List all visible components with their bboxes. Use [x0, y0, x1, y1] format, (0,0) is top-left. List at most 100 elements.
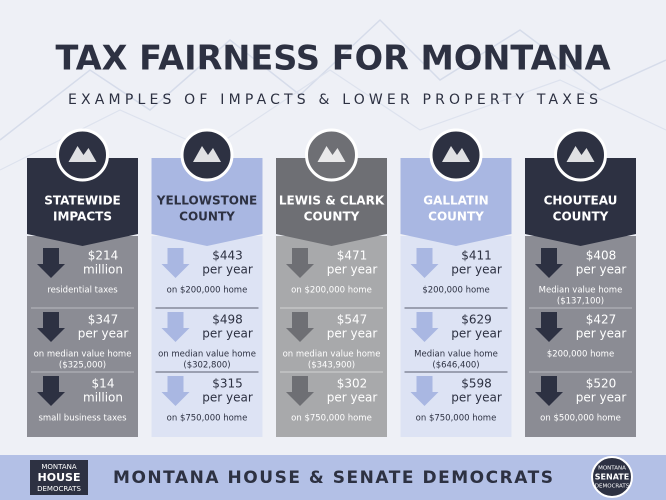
- down-arrow: [286, 312, 314, 342]
- mountain-lines: [0, 69, 666, 171]
- down-arrow: [535, 248, 563, 278]
- right-logo-text: DEMOCRATS: [595, 484, 630, 490]
- note: ($325,000): [59, 361, 106, 371]
- left-logo-text: DEMOCRATS: [37, 485, 81, 493]
- down-arrow: [161, 312, 190, 342]
- amount: $302: [337, 377, 368, 391]
- column-title: LEWIS & CLARK: [279, 194, 385, 208]
- amount: $520: [586, 377, 617, 391]
- column-header: [276, 158, 387, 246]
- note: on $750,000 home: [416, 414, 497, 424]
- column-title: COUNTY: [553, 210, 609, 224]
- amount: $408: [586, 249, 617, 263]
- note: on $750,000 home: [291, 414, 372, 424]
- amount: $315: [212, 377, 243, 391]
- down-arrow: [37, 248, 65, 278]
- down-arrow: [37, 312, 65, 342]
- amount: $629: [461, 313, 492, 327]
- amount: $347: [88, 313, 119, 327]
- column-header: [27, 158, 138, 246]
- mountain-lines: [0, 18, 666, 141]
- amount-unit: per year: [327, 327, 378, 341]
- note: $200,000 home: [422, 286, 489, 296]
- note: on median value home: [283, 350, 381, 360]
- column-title: COUNTY: [304, 210, 360, 224]
- right-logo-text: MONTANA: [598, 466, 626, 472]
- down-arrow: [37, 376, 65, 406]
- note: Median value home: [414, 350, 498, 360]
- note: on $500,000 home: [540, 414, 621, 424]
- amount: $427: [586, 313, 617, 327]
- column-icon-shape: [566, 146, 595, 162]
- down-arrow: [161, 248, 190, 278]
- footer-text: MONTANA HOUSE & SENATE DEMOCRATS: [113, 468, 553, 488]
- amount-unit: per year: [202, 263, 253, 277]
- column-icon-shape: [68, 146, 97, 162]
- amount-unit: per year: [451, 263, 502, 277]
- note: on $200,000 home: [167, 286, 248, 296]
- column-icon-shape: [442, 146, 470, 162]
- down-arrow: [410, 376, 439, 406]
- column-title: YELLOWSTONE: [156, 194, 257, 208]
- left-logo-text: MONTANA: [41, 463, 77, 471]
- column-title: GALLATIN: [423, 194, 488, 208]
- column-icon-shape: [317, 146, 346, 162]
- amount-unit: per year: [327, 391, 378, 405]
- column-title: COUNTY: [428, 210, 484, 224]
- amount: $443: [212, 249, 243, 263]
- footer-band: [0, 455, 666, 500]
- note: on $200,000 home: [291, 286, 372, 296]
- down-arrow: [535, 312, 563, 342]
- amount-unit: million: [83, 263, 123, 277]
- note: on median value home: [158, 350, 256, 360]
- down-arrow: [286, 376, 314, 406]
- note: ($302,800): [183, 361, 230, 371]
- column-header: [525, 158, 636, 246]
- column-title: STATEWIDE: [44, 194, 121, 208]
- note: ($646,400): [432, 361, 479, 371]
- amount: $471: [337, 249, 368, 263]
- amount-unit: per year: [202, 391, 253, 405]
- column-title: IMPACTS: [53, 210, 112, 224]
- amount: $14: [92, 377, 115, 391]
- amount: $547: [337, 313, 368, 327]
- column-icon-shape: [193, 146, 221, 162]
- down-arrow: [410, 248, 439, 278]
- left-logo-text: HOUSE: [38, 471, 81, 484]
- subtitle: EXAMPLES OF IMPACTS & LOWER PROPERTY TAX…: [68, 92, 598, 108]
- title: TAX FAIRNESS FOR MONTANA: [56, 39, 612, 79]
- amount-unit: per year: [451, 327, 502, 341]
- amount-unit: per year: [576, 391, 627, 405]
- column-title: COUNTY: [179, 210, 235, 224]
- down-arrow: [286, 248, 314, 278]
- note: $200,000 home: [547, 350, 614, 360]
- amount: $498: [212, 313, 243, 327]
- down-arrow: [535, 376, 563, 406]
- down-arrow: [410, 312, 439, 342]
- amount: $411: [461, 249, 492, 263]
- amount-unit: per year: [451, 391, 502, 405]
- right-logo-circle: [591, 456, 633, 498]
- note: ($137,100): [557, 297, 604, 307]
- amount-unit: per year: [78, 327, 129, 341]
- right-logo-text: SENATE: [595, 473, 629, 482]
- amount: $598: [461, 377, 492, 391]
- note: on $750,000 home: [167, 414, 248, 424]
- amount-unit: per year: [576, 263, 627, 277]
- note: residential taxes: [47, 286, 118, 296]
- note: ($343,900): [308, 361, 355, 371]
- amount-unit: per year: [202, 327, 253, 341]
- column-title: CHOUTEAU: [544, 194, 618, 208]
- left-logo-box: [30, 460, 88, 495]
- amount-unit: per year: [576, 327, 627, 341]
- amount-unit: per year: [327, 263, 378, 277]
- note: Median value home: [539, 286, 623, 296]
- column-header: [151, 158, 263, 246]
- amount: $214: [88, 249, 119, 263]
- column-header: [400, 158, 512, 246]
- amount-unit: million: [83, 391, 123, 405]
- note: on median value home: [34, 350, 132, 360]
